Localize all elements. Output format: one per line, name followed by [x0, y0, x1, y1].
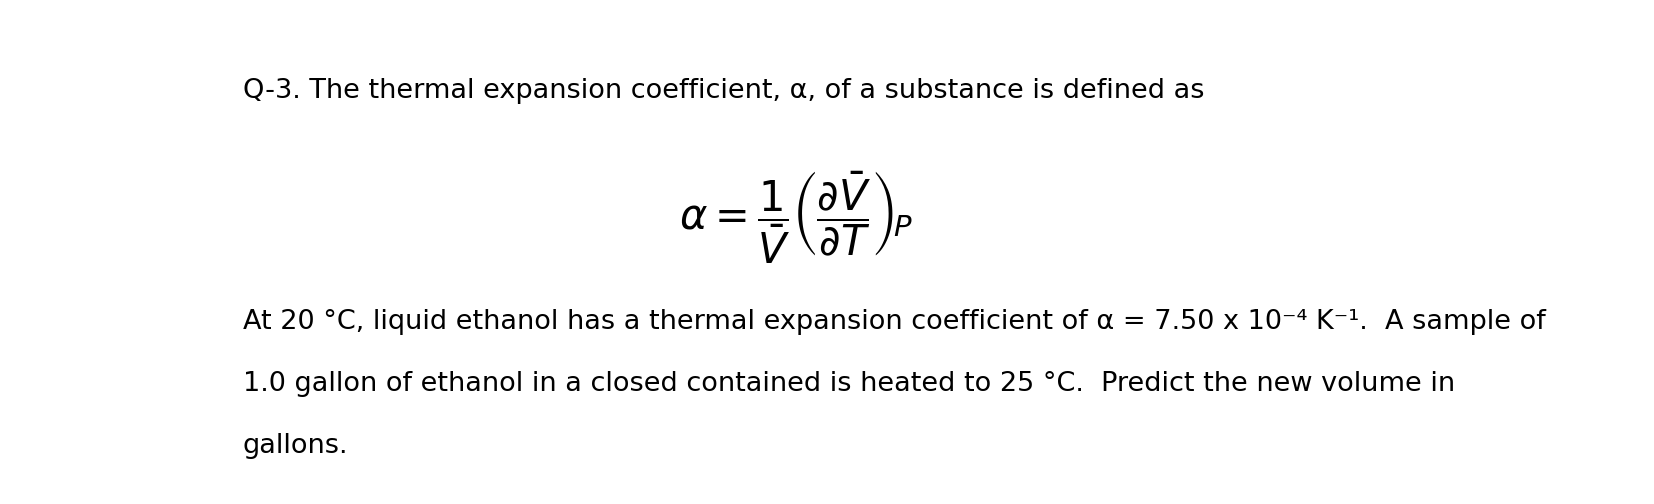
Text: Q-3. The thermal expansion coefficient, α, of a substance is defined as: Q-3. The thermal expansion coefficient, … — [243, 78, 1204, 104]
Text: gallons.: gallons. — [243, 433, 347, 459]
Text: 1.0 gallon of ethanol in a closed contained is heated to 25 °C.  Predict the new: 1.0 gallon of ethanol in a closed contai… — [243, 371, 1456, 397]
Text: At 20 °C, liquid ethanol has a thermal expansion coefficient of α = 7.50 x 10⁻⁴ : At 20 °C, liquid ethanol has a thermal e… — [243, 309, 1545, 335]
Text: $\alpha = \dfrac{1}{\bar{V}}\left(\dfrac{\partial \bar{V}}{\partial T}\right)_{\: $\alpha = \dfrac{1}{\bar{V}}\left(\dfrac… — [680, 169, 913, 266]
